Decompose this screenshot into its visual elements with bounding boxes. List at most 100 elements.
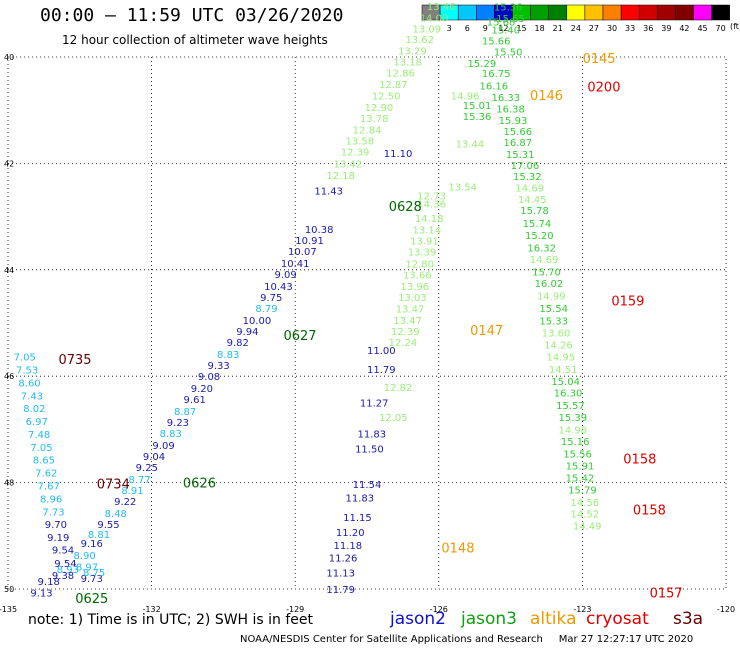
swh-point-label: 9.09 <box>152 441 174 452</box>
swh-point-label: 8.79 <box>255 304 277 315</box>
swh-point-label: 8.83 <box>217 350 239 361</box>
swh-point-label: 11.20 <box>336 528 365 539</box>
swh-point-label: 7.43 <box>21 391 43 402</box>
swh-point-label: 8.91 <box>121 486 143 497</box>
color-scale-label: 45 <box>697 24 707 33</box>
color-scale-swatch <box>620 4 640 21</box>
swh-point-label: 7.73 <box>42 507 64 518</box>
swh-point-label: 15.33 <box>539 316 568 327</box>
swh-point-label: 8.75 <box>83 568 105 579</box>
swh-point-label: 7.05 <box>30 443 52 454</box>
swh-point-label: 14.52 <box>570 509 599 520</box>
swh-point-label: 8.96 <box>40 495 62 506</box>
pass-time-label: 0145 <box>583 52 616 67</box>
swh-point-label: 15.39 <box>559 413 588 424</box>
swh-point-label: 9.08 <box>198 372 220 383</box>
swh-point-label: 13.46 <box>427 2 456 13</box>
swh-point-label: 9.16 <box>81 539 103 550</box>
swh-point-label: 12.39 <box>391 327 420 338</box>
swh-point-label: 9.54 <box>54 559 76 570</box>
color-scale-label: 24 <box>571 24 581 33</box>
color-scale-label: 39 <box>661 24 671 33</box>
swh-point-label: 15.36 <box>463 112 492 123</box>
pass-time-label: 0158 <box>633 504 666 519</box>
swh-point-label: 8.87 <box>174 407 196 418</box>
swh-point-label: 13.78 <box>360 114 389 125</box>
pass-time-label: 0200 <box>587 80 620 95</box>
swh-point-label: 14.69 <box>515 183 544 194</box>
legend-altika: altika <box>530 609 577 629</box>
swh-point-label: 13.14 <box>413 225 442 236</box>
swh-point-label: 11.27 <box>360 398 389 409</box>
swh-point-label: 9.94 <box>236 327 258 338</box>
swh-point-label: 13.42 <box>334 159 363 170</box>
color-scale-swatch <box>711 4 730 21</box>
swh-point-label: 14.98 <box>559 425 588 436</box>
legend-s3a: s3a <box>673 609 704 629</box>
swh-point-label: 11.79 <box>326 585 355 596</box>
color-scale-swatch <box>675 4 694 21</box>
swh-point-label: 11.15 <box>343 513 372 524</box>
color-scale-label: 70 <box>716 24 726 33</box>
pass-time-label: 0157 <box>650 587 683 602</box>
swh-point-label: 13.60 <box>542 329 571 340</box>
swh-point-label: 12.18 <box>326 171 355 182</box>
swh-point-label: 7.62 <box>35 468 57 479</box>
x-tick-label: -132 <box>143 605 161 614</box>
swh-point-label: 11.54 <box>353 480 382 491</box>
y-tick-label: 46 <box>4 372 14 381</box>
swh-point-label: 11.83 <box>357 430 386 441</box>
swh-point-label: 13.29 <box>398 47 427 58</box>
color-scale-label: 21 <box>553 24 563 33</box>
swh-point-label: 9.70 <box>45 520 67 531</box>
color-scale-bar: 3 6 9 12 15 18 21 24 27 30 33 36 39 42 45 70 <box>421 4 730 33</box>
data-points: 7.057.538.607.438.026.977.487.058.657.62… <box>14 0 602 600</box>
swh-point-label: 13.69 <box>434 0 463 2</box>
pass-time-label: 0159 <box>611 295 644 310</box>
swh-point-label: 14.69 <box>530 255 559 266</box>
credit-footer: NOAA/NESDIS Center for Satellite Applica… <box>240 634 694 645</box>
pass-time-label: 0626 <box>183 477 216 492</box>
swh-point-label: 9.23 <box>167 418 189 429</box>
x-tick-label: -123 <box>573 605 591 614</box>
color-scale-label: 15 <box>516 24 526 33</box>
swh-point-label: 13.66 <box>403 271 432 282</box>
swh-point-label: 12.39 <box>341 148 370 159</box>
swh-point-label: 8.83 <box>160 429 182 440</box>
swh-point-label: 8.02 <box>23 404 45 415</box>
swh-point-label: 12.87 <box>379 80 408 91</box>
swh-point-label: 9.75 <box>260 293 282 304</box>
color-scale-label: 6 <box>465 24 470 33</box>
swh-point-label: 14.99 <box>537 291 566 302</box>
swh-point-label: 9.61 <box>184 395 206 406</box>
swh-point-label: 12.73 <box>417 191 446 202</box>
swh-point-label: 10.38 <box>305 225 334 236</box>
pass-time-label: 0735 <box>58 353 91 368</box>
swh-point-label: 10.07 <box>288 247 317 258</box>
swh-point-label: 15.42 <box>566 473 595 484</box>
swh-point-label: 9.13 <box>30 589 52 600</box>
swh-point-label: 16.33 <box>491 93 520 104</box>
swh-point-label: 8.77 <box>129 475 151 486</box>
swh-point-label: 15.29 <box>468 59 497 70</box>
color-scale-label: 27 <box>589 24 599 33</box>
swh-point-label: 13.96 <box>401 282 430 293</box>
color-scale-label: 33 <box>625 24 635 33</box>
swh-point-label: 15.01 <box>463 101 492 112</box>
color-scale-label: 9 <box>483 24 488 33</box>
swh-point-label: 15.56 <box>563 449 592 460</box>
swh-point-label: 9.38 <box>52 571 74 582</box>
y-tick-label: 48 <box>4 479 14 488</box>
pass-time-labels: 0145 0200 0146 0628 0159 0147 0627 0735 0158 0734… <box>58 52 682 607</box>
swh-point-label: 9.73 <box>81 574 103 585</box>
swh-point-label: 14.56 <box>570 498 599 509</box>
swh-point-label: 12.84 <box>353 125 382 136</box>
swh-point-label: 13.18 <box>393 57 422 68</box>
pass-time-label: 0734 <box>97 478 130 493</box>
swh-point-label: 12.90 <box>365 103 394 114</box>
color-scale-label: 36 <box>643 24 653 33</box>
swh-point-label: 13.44 <box>456 140 485 151</box>
swh-point-label: 7.53 <box>16 365 38 376</box>
swh-point-label: 15.50 <box>494 48 523 59</box>
swh-point-label: 15.66 <box>503 127 532 138</box>
